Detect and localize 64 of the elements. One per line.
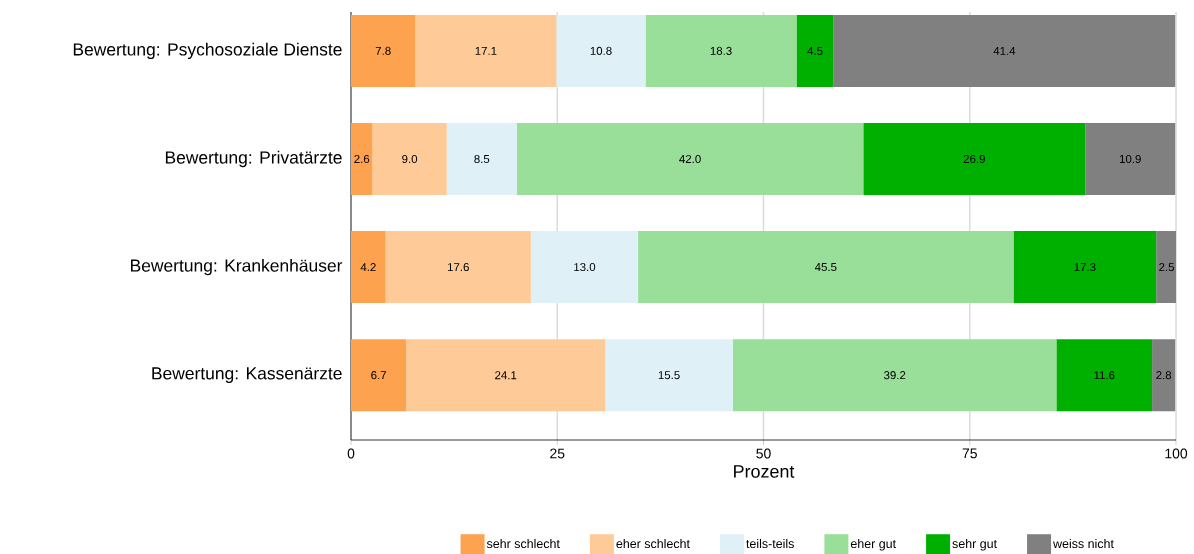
legend-label: sehr schlecht (486, 538, 560, 549)
x-tick-label: 75 (962, 448, 977, 459)
legend-label: weiss nicht (1053, 538, 1114, 549)
bar (1156, 231, 1177, 304)
data-label: 24.1 (495, 371, 517, 380)
bar (1056, 339, 1153, 412)
bar (796, 14, 834, 87)
bar (446, 122, 517, 195)
data-label: 2.5 (1159, 263, 1175, 272)
bar (406, 339, 606, 412)
data-label: 6.7 (371, 371, 387, 380)
data-label: 4.5 (807, 46, 823, 55)
data-label: 2.6 (354, 154, 370, 164)
y-tick-label: Bewertung: Privatärzte (165, 150, 342, 168)
data-label: 7.8 (375, 46, 391, 55)
bar (372, 122, 447, 195)
bar (638, 231, 1014, 304)
data-label: 18.3 (710, 46, 732, 55)
bar (385, 231, 531, 304)
data-label: 42.0 (679, 154, 701, 164)
bar (1152, 339, 1176, 412)
bar (351, 231, 386, 304)
x-tick-label: 50 (756, 448, 771, 459)
data-label: 26.9 (963, 154, 985, 164)
data-label: 17.1 (475, 46, 497, 55)
data-label: 45.5 (814, 263, 837, 272)
data-label: 9.0 (402, 154, 418, 164)
bar (351, 14, 416, 87)
bar (415, 14, 557, 87)
bar (530, 231, 639, 304)
bar (351, 122, 373, 195)
data-label: 41.4 (993, 46, 1016, 55)
bar (863, 122, 1086, 195)
data-label: 10.9 (1119, 154, 1141, 164)
bar (556, 14, 646, 87)
data-label: 17.6 (447, 263, 469, 272)
data-label: 39.2 (883, 371, 906, 380)
legend-label: sehr gut (952, 538, 997, 551)
data-label: 4.2 (360, 263, 376, 272)
bar (645, 14, 797, 87)
y-tick-label: Bewertung: Kassenärzte (152, 367, 342, 383)
data-label: 15.5 (658, 371, 680, 380)
bar (1013, 231, 1157, 304)
data-label: 13.0 (574, 263, 596, 272)
legend-label: teils-teils (746, 538, 794, 549)
y-tick-label: Bewertung: Psychosoziale Dienste (73, 42, 342, 60)
bar (732, 339, 1057, 412)
data-label: 11.6 (1094, 371, 1115, 380)
x-tick-label: 100 (1165, 448, 1188, 459)
x-tick-label: 25 (550, 448, 565, 459)
data-label: 8.5 (474, 154, 490, 164)
bar (833, 14, 1176, 87)
y-tick-label: Bewertung: Krankenhäuser (131, 258, 343, 276)
data-label: 17.3 (1074, 263, 1096, 272)
data-label: 10.8 (590, 46, 612, 55)
legend-label: eher gut (850, 538, 896, 551)
x-tick-label: 0 (347, 448, 355, 459)
data-label: 2.8 (1156, 371, 1172, 380)
legend-label: eher schlecht (616, 538, 690, 549)
bar (605, 339, 733, 412)
bar (1085, 122, 1176, 195)
x-axis-title: Prozent (734, 465, 795, 478)
bar (516, 122, 864, 195)
bar (351, 339, 407, 412)
